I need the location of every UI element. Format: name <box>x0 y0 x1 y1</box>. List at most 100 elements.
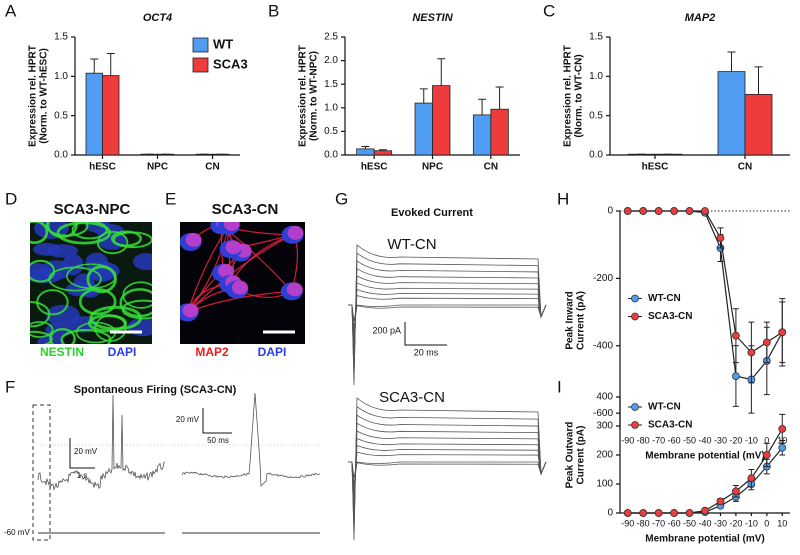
neurite <box>187 234 293 313</box>
scale-label: 50 ms <box>207 436 229 445</box>
soma <box>287 225 304 240</box>
x-tick-label: -20 <box>729 435 742 445</box>
error-bar <box>495 86 504 110</box>
y-tick-label: -400 <box>593 340 613 351</box>
x-tick-label: -10 <box>745 518 758 528</box>
x-tick-label: CN <box>738 162 752 173</box>
marker <box>747 474 756 483</box>
legend-swatch <box>192 37 209 53</box>
panel-letter: C <box>543 1 555 20</box>
y-axis-label: (Norm. to WT-CN) <box>574 54 585 137</box>
marker <box>670 509 678 517</box>
soma <box>182 303 199 318</box>
trace-label: SCA3-CN <box>379 389 445 406</box>
marker <box>732 487 740 496</box>
y-tick-label: 300 <box>596 421 613 432</box>
y-tick-label: 1.0 <box>324 102 338 113</box>
marker <box>762 451 771 459</box>
x-tick-label: -10 <box>745 435 758 445</box>
marker <box>623 207 632 215</box>
y-tick-label: 0 <box>607 508 613 519</box>
chart-title: OCT4 <box>143 12 172 24</box>
error-bar <box>437 58 446 86</box>
scale-bar <box>69 438 95 469</box>
marker <box>670 207 678 215</box>
x-tick-label: -80 <box>637 435 650 445</box>
marker <box>778 328 787 337</box>
zoom-box <box>32 404 51 541</box>
x-tick-label: -40 <box>698 518 711 528</box>
bar <box>717 71 746 156</box>
error-bar <box>361 146 370 149</box>
error-bar <box>419 88 428 104</box>
current-trace <box>348 437 547 506</box>
current-trace <box>348 461 547 485</box>
panel-title: Spontaneous Firing (SCA3-CN) <box>74 384 237 396</box>
marker <box>685 509 694 517</box>
series-line <box>627 210 783 354</box>
scale-bar <box>404 322 447 346</box>
scale-label: 20 ms <box>414 347 439 357</box>
panel-letter: D <box>5 189 17 208</box>
marker <box>654 207 663 215</box>
marker <box>732 372 740 380</box>
error-bar <box>478 98 487 115</box>
y-tick-label: 0.5 <box>324 126 338 137</box>
panel-letter: E <box>165 189 176 208</box>
micrograph-content <box>180 222 305 344</box>
error-bar <box>727 51 736 72</box>
y-axis-label: Current (pA) <box>576 426 587 485</box>
marker <box>654 509 663 517</box>
voltage-trace <box>37 394 165 491</box>
y-tick-label: -600 <box>593 408 613 419</box>
x-tick-label: -80 <box>637 518 650 528</box>
legend-label: WT <box>213 36 233 51</box>
voltage-trace <box>181 392 321 487</box>
y-tick-label: 0.5 <box>589 110 603 121</box>
filament <box>71 222 108 240</box>
soma <box>185 232 202 247</box>
stain-label: DAPI <box>108 345 137 359</box>
filament <box>49 327 76 344</box>
legend-label: SCA3-CN <box>648 311 692 322</box>
bar <box>432 85 451 156</box>
legend-label: WT-CN <box>648 402 681 413</box>
y-tick-label: 1.5 <box>589 32 603 43</box>
scale-bar <box>202 408 232 434</box>
x-axis-label: Membrane potential (mV) <box>645 451 764 462</box>
x-tick-label: hESC <box>89 162 116 173</box>
legend-marker <box>631 421 639 429</box>
marker <box>716 497 725 506</box>
y-tick-label: 1.5 <box>324 79 338 90</box>
x-tick-label: -60 <box>668 435 681 445</box>
legend-marker <box>631 312 639 321</box>
stain-label: NESTIN <box>40 345 84 359</box>
y-axis-label: Peak Outward <box>565 422 576 489</box>
bar <box>414 102 433 156</box>
micrograph <box>30 222 152 344</box>
error-bar <box>378 149 387 151</box>
y-axis-label: (Norm. to WT-NPC) <box>309 51 320 141</box>
y-tick-label: -200 <box>593 273 613 284</box>
panel-letter: B <box>268 1 279 20</box>
soma <box>223 222 240 231</box>
marker <box>701 506 709 515</box>
filament <box>30 321 54 338</box>
filament <box>45 222 89 237</box>
x-tick-label: -90 <box>621 435 634 445</box>
legend-label: SCA3-CN <box>648 420 692 431</box>
bar <box>373 150 393 156</box>
filament <box>60 328 112 344</box>
current-trace <box>348 397 547 541</box>
bar <box>744 94 773 156</box>
micrograph-content <box>30 222 152 344</box>
marker <box>623 509 632 517</box>
filament <box>122 281 152 309</box>
bar <box>472 114 492 156</box>
error-bar <box>90 58 99 74</box>
filament <box>30 330 53 344</box>
chart-title: NESTIN <box>412 12 453 24</box>
panel-letter: A <box>5 1 17 20</box>
y-tick-label: 400 <box>596 392 613 403</box>
trace-label: WT-CN <box>387 236 436 253</box>
